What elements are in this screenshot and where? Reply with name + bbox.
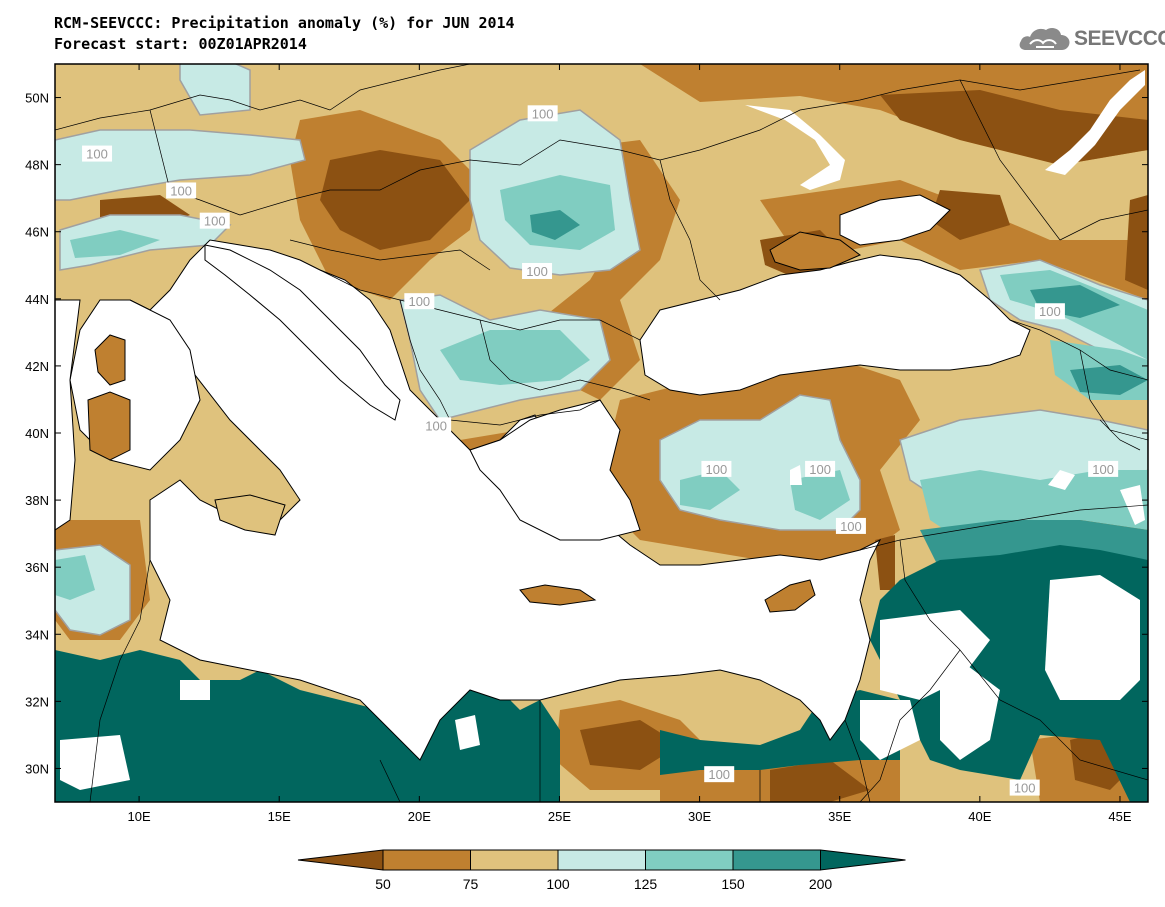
lon-tick-label: 45E [1108, 809, 1131, 824]
contour-label-bg [701, 460, 732, 477]
colorbar-box [470, 849, 559, 871]
lat-tick-label: 38N [25, 493, 49, 508]
seevccc-logo: SEEVCCC [1018, 24, 1165, 54]
colorbar-label: 125 [634, 876, 658, 892]
corsica [94, 334, 126, 386]
contour-label: 100 [425, 418, 447, 433]
contour-label-bg [522, 262, 553, 279]
colorbar-low-triangle [297, 849, 384, 871]
contour-label: 100 [408, 294, 430, 309]
contour-label: 100 [204, 214, 226, 229]
lakes-rivers [745, 70, 1145, 525]
contour-label-bg [527, 105, 558, 122]
country-borders [55, 64, 1148, 802]
lon-tick-label: 15E [268, 809, 291, 824]
contour-label: 100 [809, 462, 831, 477]
colorbar-label: 50 [375, 876, 391, 892]
contour-label: 100 [840, 519, 862, 534]
contour-label-bg [704, 766, 735, 783]
contour-label: 100 [1039, 304, 1061, 319]
colorbar-box [557, 849, 646, 871]
lon-tick-label: 40E [968, 809, 991, 824]
contour-label: 100 [86, 147, 108, 162]
contour-label: 100 [1092, 462, 1114, 477]
lat-tick-label: 36N [25, 560, 49, 575]
cloud-icon [1019, 27, 1070, 50]
lat-tick-label: 34N [25, 627, 49, 642]
contour-label: 100 [708, 767, 730, 782]
contour-label-bg [82, 145, 113, 162]
longitude-axis: 10E 15E 20E 25E 30E 35E 40E 45E [128, 64, 1132, 824]
lat-tick-label: 40N [25, 426, 49, 441]
lon-tick-label: 10E [128, 809, 151, 824]
lat-tick-label: 30N [25, 761, 49, 776]
contour-label-bg [166, 182, 197, 199]
lat-tick-label: 44N [25, 292, 49, 307]
contour-label: 100 [170, 183, 192, 198]
colorbar-box [382, 849, 471, 871]
colorbar: 50 75 100 125 150 200 [297, 849, 906, 892]
latitude-axis: 50N 48N 46N 44N 42N 40N 38N 36N 34N 32N 30N [25, 91, 1148, 776]
lat-tick-label: 48N [25, 158, 49, 173]
lat-tick-label: 50N [25, 91, 49, 106]
contour-label: 100 [706, 462, 728, 477]
contour-label-bg [404, 293, 435, 310]
lon-tick-label: 25E [548, 809, 571, 824]
contour-labels: 100 100 100 100 100 100 100 100 100 100 100 100 100 1… [82, 105, 1119, 796]
contour-label: 100 [526, 264, 548, 279]
colorbar-label: 75 [463, 876, 479, 892]
contour-label-bg [835, 517, 866, 534]
lon-tick-label: 35E [828, 809, 851, 824]
forecast-start-label: Forecast start: 00Z01APR2014 [54, 35, 307, 53]
logo-text: SEEVCCC [1074, 27, 1165, 50]
colorbar-box [732, 849, 821, 871]
sea-areas [55, 194, 1031, 761]
colorbar-label: 150 [721, 876, 745, 892]
contour-label-bg [805, 460, 836, 477]
colorbar-box [645, 849, 734, 871]
crimea [769, 231, 861, 271]
crete [519, 584, 597, 606]
contour-label-bg [1034, 303, 1065, 320]
lat-tick-label: 42N [25, 359, 49, 374]
map-field: 100 100 100 100 100 100 100 100 100 100 100 100 100 1… [55, 64, 1148, 802]
sardinia [87, 391, 131, 461]
sicily [214, 494, 286, 536]
lon-tick-label: 20E [408, 809, 431, 824]
islands [87, 231, 861, 613]
contour-label: 100 [1014, 781, 1036, 796]
lon-tick-label: 30E [688, 809, 711, 824]
colorbar-high-triangle [820, 849, 906, 871]
contour-label-bg [421, 417, 452, 434]
cyprus [764, 579, 816, 613]
contour-label-bg [1088, 460, 1119, 477]
colorbar-label: 100 [546, 876, 570, 892]
contour-label-bg [1009, 779, 1040, 796]
map-title: RCM-SEEVCCC: Precipitation anomaly (%) f… [54, 14, 515, 32]
colorbar-label: 200 [809, 876, 833, 892]
lat-tick-label: 46N [25, 225, 49, 240]
lat-tick-label: 32N [25, 694, 49, 709]
contour-label-bg [199, 212, 230, 229]
contour-label: 100 [532, 106, 554, 121]
